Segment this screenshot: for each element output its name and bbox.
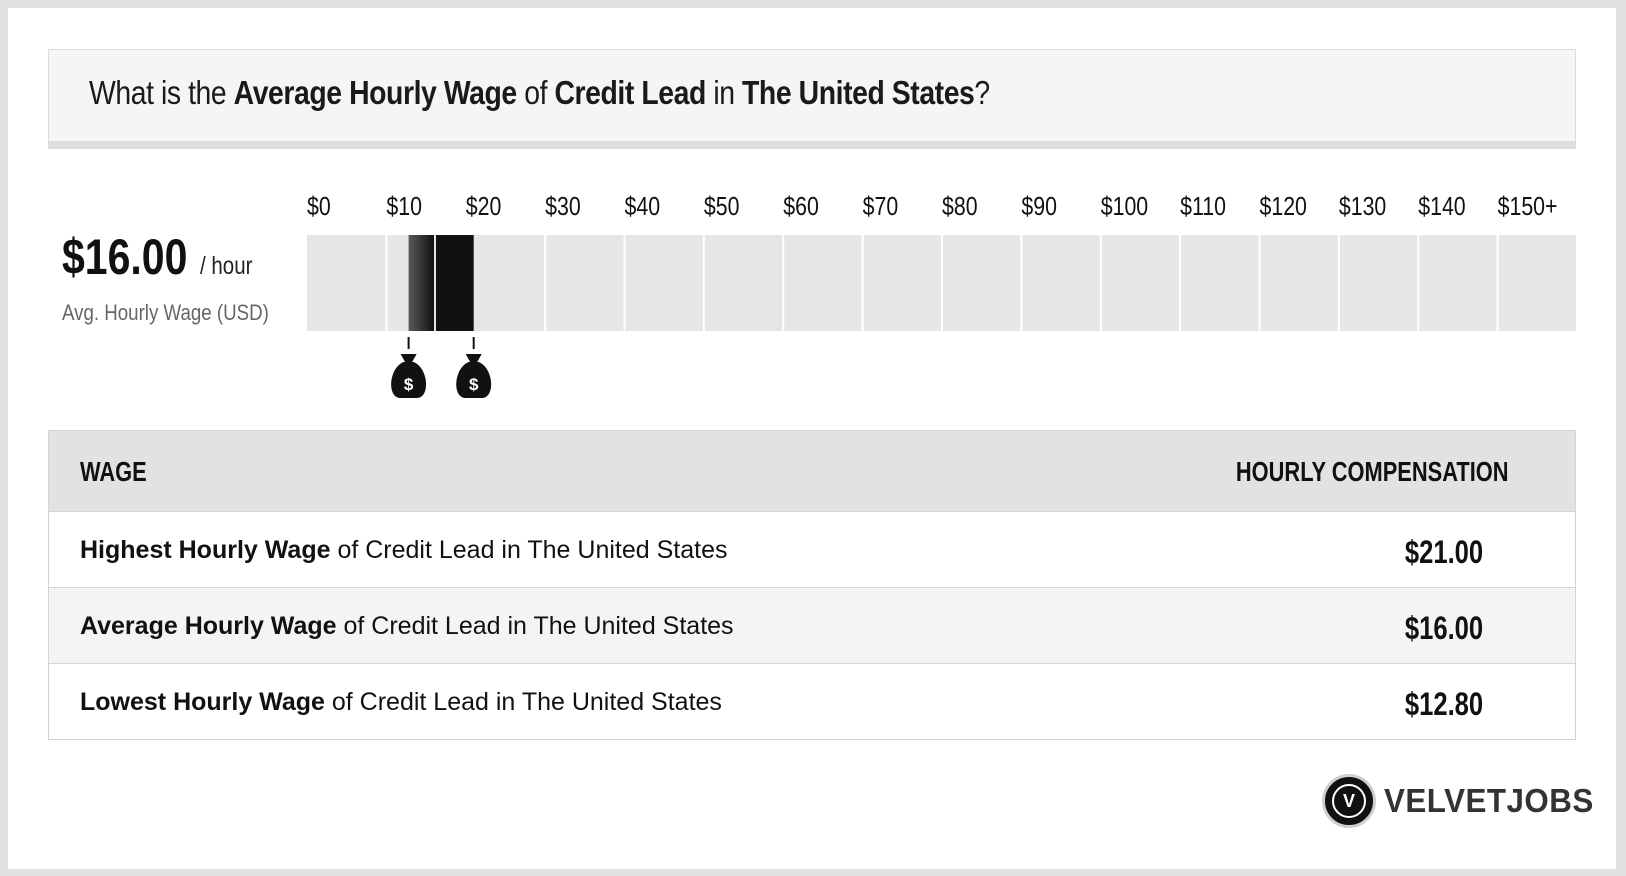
track-segment	[1498, 235, 1576, 331]
x-tick-label: $10	[386, 192, 422, 222]
track-segment	[704, 235, 783, 331]
track-segment	[863, 235, 941, 331]
logo-letter: V	[1332, 784, 1366, 818]
header-wage: WAGE	[80, 456, 147, 487]
x-tick-label: $140	[1418, 192, 1465, 222]
row-value: $12.80	[1404, 686, 1484, 722]
track-segment	[784, 235, 862, 331]
page-title: What is the Average Hourly Wage of Credi…	[89, 74, 990, 111]
x-tick-label: $80	[942, 192, 978, 222]
track-segment	[307, 235, 386, 331]
row-value: $16.00	[1404, 610, 1484, 646]
row-label: Highest Hourly Wage of Credit Lead in Th…	[80, 536, 728, 564]
x-tick-label: $150+	[1498, 192, 1558, 222]
average-wage-value: $16.00	[62, 229, 188, 285]
track-segment	[1101, 235, 1180, 331]
track-segment	[466, 235, 545, 331]
table-header: WAGE HOURLY COMPENSATION	[49, 431, 1575, 511]
x-tick-label: $30	[545, 192, 581, 222]
table-row-average: Average Hourly Wage of Credit Lead in Th…	[49, 587, 1575, 663]
average-wage-unit: / hour	[200, 252, 253, 280]
x-tick-label: $70	[863, 192, 899, 222]
track-segment	[1022, 235, 1100, 331]
row-label: Average Hourly Wage of Credit Lead in Th…	[80, 612, 734, 640]
header-hourly-compensation: HOURLY COMPENSATION	[1236, 456, 1509, 487]
track-segment	[546, 235, 624, 331]
x-tick-label: $40	[625, 192, 661, 222]
title-box: What is the Average Hourly Wage of Credi…	[48, 49, 1576, 149]
track-segment	[1339, 235, 1418, 331]
table-row-highest: Highest Hourly Wage of Credit Lead in Th…	[49, 511, 1575, 587]
row-value: $21.00	[1404, 534, 1484, 570]
x-tick-label: $100	[1101, 192, 1148, 222]
money-bag-icon: $	[456, 354, 492, 398]
track-segment	[1419, 235, 1497, 331]
x-tick-label: $110	[1180, 192, 1226, 222]
wage-range-chart: $0 $10 $20 $30 $40 $50 $60 $70 $80 $90 $100 $110 $12…	[307, 192, 1576, 398]
x-tick-label: $20	[466, 192, 502, 222]
money-bag-symbol: $	[469, 375, 479, 394]
money-bag-symbol: $	[404, 375, 414, 394]
x-tick-label: $0	[307, 192, 331, 222]
wage-range-bar	[408, 235, 434, 331]
wage-table: WAGE HOURLY COMPENSATION Highest Hourly …	[48, 430, 1576, 740]
money-bag-icon: $	[391, 354, 427, 398]
track-segment	[1260, 235, 1338, 331]
average-wage-label: Avg. Hourly Wage (USD)	[62, 300, 269, 325]
table-row-lowest: Lowest Hourly Wage of Credit Lead in The…	[49, 663, 1575, 739]
row-label: Lowest Hourly Wage of Credit Lead in The…	[80, 688, 722, 716]
wage-range-bar-high	[436, 235, 474, 331]
logo-text: VELVETJOBS	[1384, 782, 1594, 819]
x-tick-label: $130	[1339, 192, 1386, 222]
track-segment	[943, 235, 1021, 331]
x-tick-label: $60	[783, 192, 819, 222]
track-segment	[1181, 235, 1259, 331]
track-segment	[625, 235, 703, 331]
x-tick-label: $50	[704, 192, 740, 222]
x-tick-label: $90	[1021, 192, 1057, 222]
logo-mark-icon: V	[1322, 774, 1376, 828]
x-tick-label: $120	[1260, 192, 1307, 222]
velvetjobs-logo: V VELVETJOBS	[1322, 773, 1593, 829]
